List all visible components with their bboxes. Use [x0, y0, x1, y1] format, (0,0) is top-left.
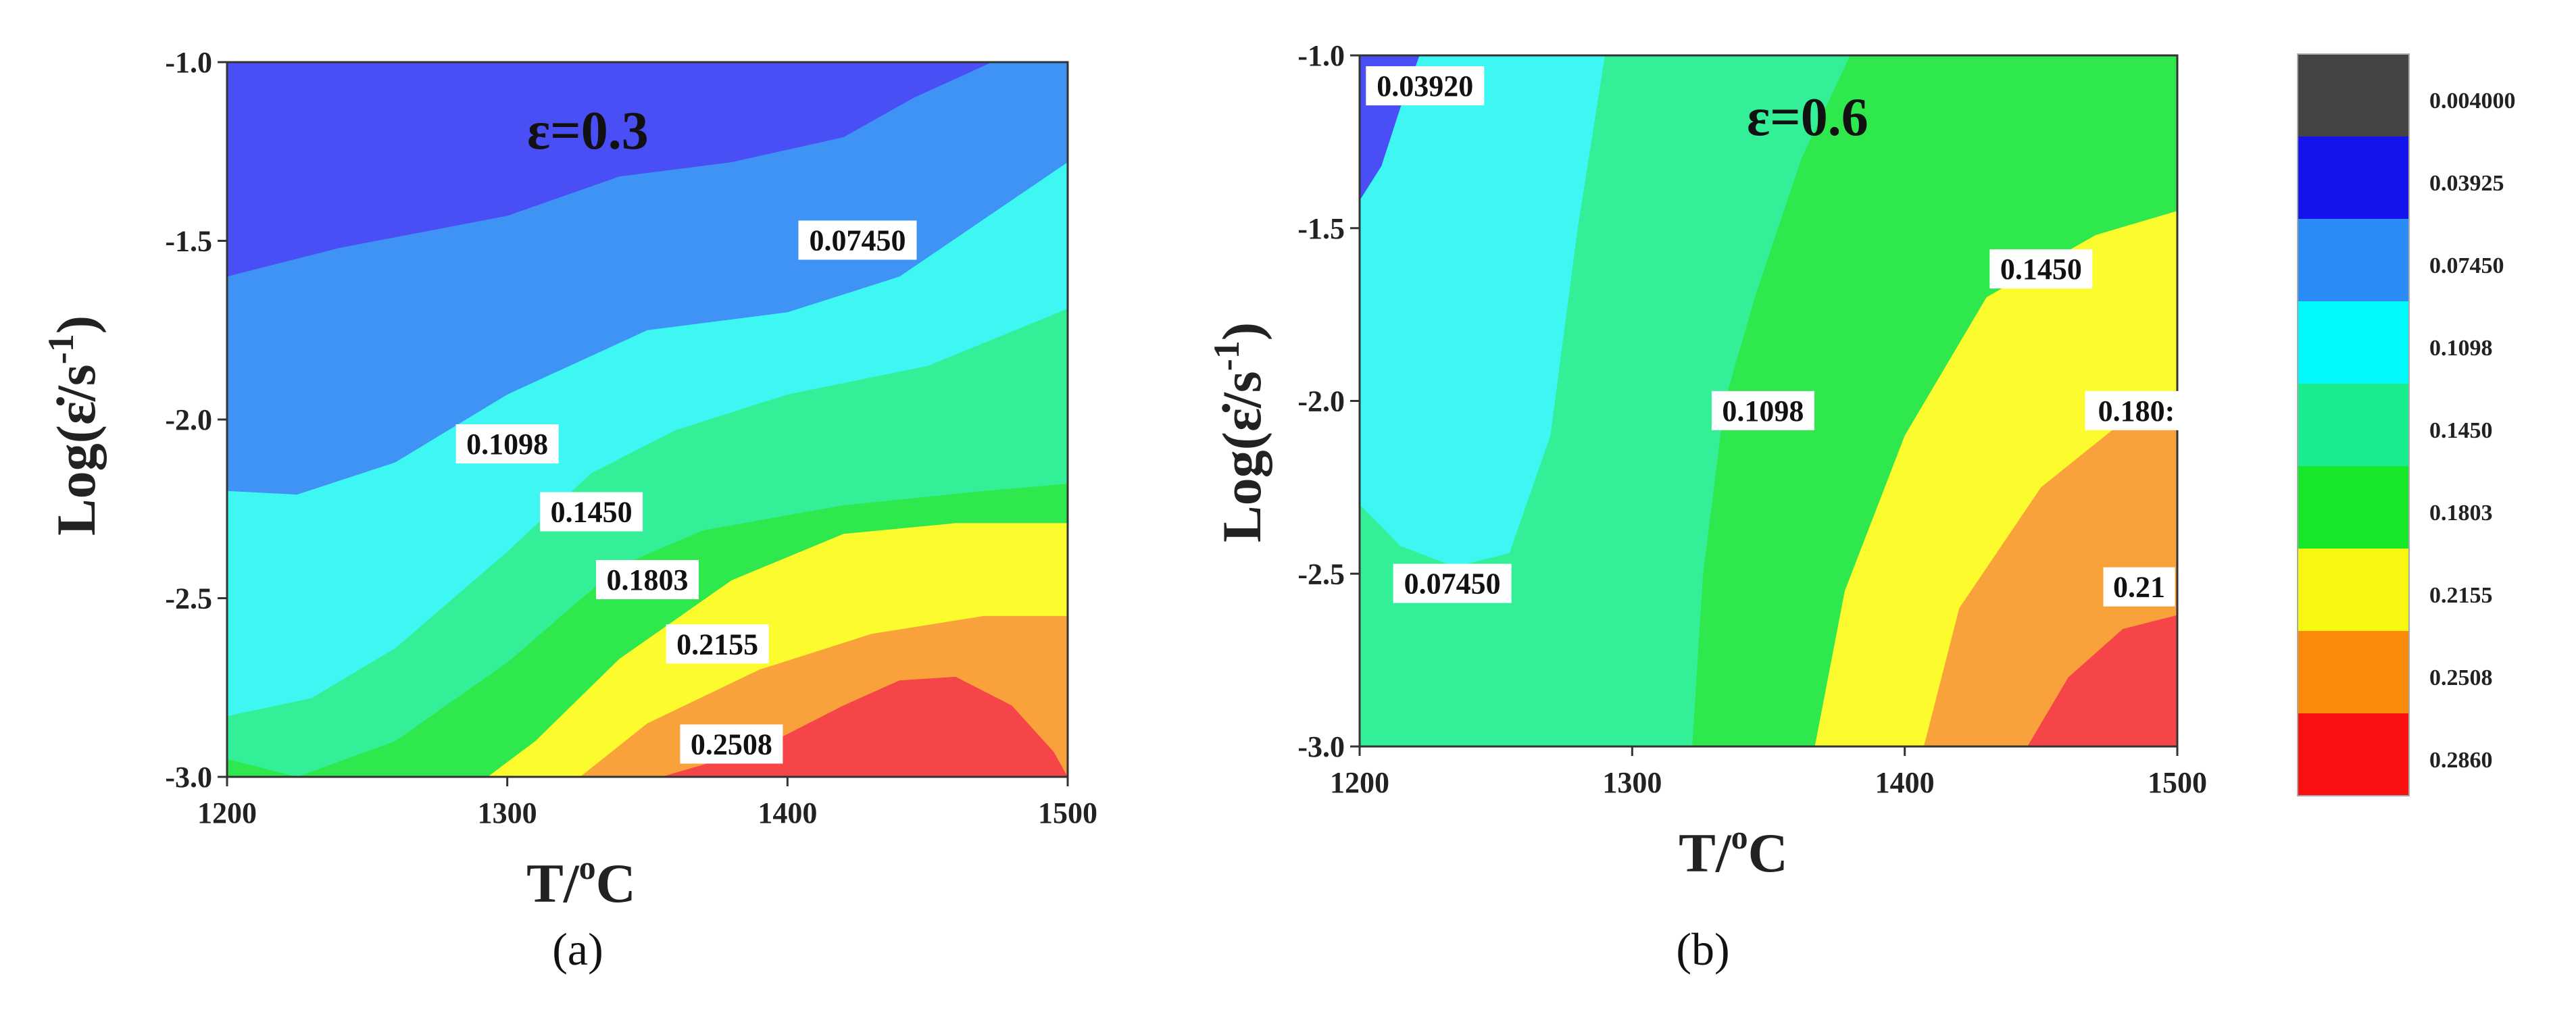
contour-label: 0.1450 — [551, 496, 633, 529]
x-tick-label: 1500 — [2148, 766, 2207, 799]
y-tick-label: -2.5 — [1297, 557, 1345, 590]
legend-swatch — [2298, 631, 2409, 713]
x-tick-label: 1200 — [1330, 766, 1389, 799]
x-axis-label: T/oC — [1679, 818, 1788, 884]
axis-ticks: 1200 1300 1400 1500 -1.0 -1.5 -2.0 -2.5 -3.0 — [165, 46, 1097, 830]
x-tick-label: 1400 — [1875, 766, 1935, 799]
contour-label-bg — [680, 724, 783, 764]
x-tick-label: 1500 — [1038, 796, 1097, 830]
contour-label-bg — [2085, 390, 2188, 430]
y-tick-label: -1.0 — [165, 46, 212, 79]
legend-label: 0.03925 — [2429, 171, 2504, 196]
y-tick-label: -2.0 — [165, 403, 212, 436]
contour-label-bg — [1393, 563, 1512, 603]
contour-label-bg — [1366, 66, 1485, 106]
panel-caption-a: (a) — [552, 923, 603, 975]
contour-fills — [227, 62, 1068, 778]
contour-label-bg — [596, 560, 699, 600]
legend-swatch — [2298, 219, 2409, 301]
legend-swatch — [2298, 136, 2409, 219]
contour-labels: 0.07450 0.1098 0.1450 0.1803 0.2155 0.2508 — [455, 220, 917, 764]
contour-panel-a: 1200 1300 1400 1500 -1.0 -1.5 -2.0 -2.5 -3.0 0.0… — [41, 46, 1097, 975]
x-axis-label: T/oC — [526, 848, 636, 914]
x-tick-label: 1200 — [197, 796, 257, 830]
legend-frame — [2297, 53, 2410, 796]
contour-panel-b: 1200 1300 1400 1500 -1.0 -1.5 -2.0 -2.5 -3.0 0.0… — [1206, 39, 2207, 975]
contour-label-bg — [455, 424, 559, 464]
strain-annotation: ε=0.6 — [1747, 88, 1868, 147]
strain-annotation: ε=0.3 — [527, 101, 649, 161]
y-tick-label: -3.0 — [165, 761, 212, 794]
contour-label: 0.03920 — [1377, 70, 1473, 103]
contour-label-bg — [1711, 390, 1814, 430]
contour-label: 0.2508 — [691, 728, 772, 761]
y-tick-label: -1.5 — [165, 225, 212, 258]
y-tick-label: -1.0 — [1297, 39, 1345, 72]
contour-labels: 0.03920 0.07450 0.1098 0.1450 0.180: 0.21 — [1366, 66, 2188, 607]
panel-caption-b: (b) — [1676, 923, 1729, 975]
legend-label: 0.1098 — [2429, 336, 2493, 361]
x-tick-label: 1300 — [478, 796, 537, 830]
axis-ticks: 1200 1300 1400 1500 -1.0 -1.5 -2.0 -2.5 -3.0 — [1297, 39, 2207, 799]
contour-label: 0.1098 — [466, 428, 548, 461]
legend-swatch — [2298, 54, 2409, 136]
legend-label: 0.2508 — [2429, 665, 2493, 690]
y-tick-label: -2.0 — [1297, 385, 1345, 418]
contour-label: 0.21 — [2113, 571, 2165, 604]
color-legend: 0.004000 0.03925 0.07450 0.1098 0.1450 0.1803… — [2297, 53, 2516, 796]
legend-swatch — [2298, 713, 2409, 796]
contour-label-bg — [2103, 567, 2175, 607]
legend-swatch — [2298, 466, 2409, 549]
contour-region — [2027, 615, 2177, 746]
contour-label: 0.1098 — [1722, 395, 1804, 428]
legend-label: 0.1803 — [2429, 501, 2493, 526]
contour-label-bg — [798, 220, 917, 260]
contour-label-bg — [540, 492, 643, 532]
legend-label: 0.07450 — [2429, 253, 2504, 278]
contour-label: 0.07450 — [1404, 567, 1501, 601]
contour-label: 0.180: — [2098, 395, 2175, 428]
legend-label: 0.2860 — [2429, 748, 2493, 773]
legend-label: 0.1450 — [2429, 418, 2493, 443]
x-tick-label: 1400 — [758, 796, 817, 830]
contour-label: 0.1450 — [2000, 253, 2082, 286]
legend-swatch — [2298, 301, 2409, 384]
y-tick-label: -1.5 — [1297, 212, 1345, 245]
contour-label: 0.2155 — [676, 628, 758, 661]
contour-label: 0.1803 — [607, 563, 689, 596]
legend-label: 0.004000 — [2429, 88, 2516, 113]
contour-label-bg — [1989, 249, 2093, 289]
y-axis-label: Log(ε̇/s-1) — [1206, 322, 1272, 542]
contour-label-bg — [666, 624, 769, 664]
x-tick-label: 1300 — [1602, 766, 1662, 799]
legend-swatch — [2298, 549, 2409, 631]
y-tick-label: -2.5 — [165, 582, 212, 615]
legend-label: 0.2155 — [2429, 583, 2493, 608]
legend-swatch — [2298, 384, 2409, 466]
contour-label: 0.07450 — [810, 224, 906, 257]
y-axis-label: Log(ε̇/s-1) — [41, 315, 107, 536]
y-tick-label: -3.0 — [1297, 730, 1345, 763]
